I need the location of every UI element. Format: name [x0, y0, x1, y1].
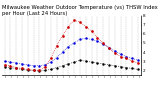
Text: Milwaukee Weather Outdoor Temperature (vs) THSW Index per Hour (Last 24 Hours): Milwaukee Weather Outdoor Temperature (v…	[2, 5, 157, 16]
